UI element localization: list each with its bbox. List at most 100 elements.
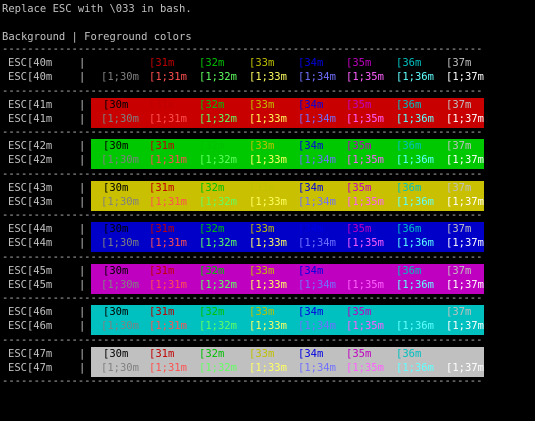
- fg-code-bold: [1;34m: [298, 237, 336, 249]
- fg-code-bold: [1;36m: [396, 278, 434, 291]
- fg-code-normal: [31m: [149, 57, 175, 69]
- row-label: ESC[41m: [8, 98, 53, 111]
- column-separator: |: [79, 223, 86, 235]
- divider-line: ----------------------------------------…: [2, 333, 484, 346]
- fg-code-bold: [1;37m: [446, 112, 484, 125]
- column-separator: |: [79, 347, 86, 360]
- fg-code-normal: [35m: [346, 306, 372, 318]
- fg-code-normal: [30m: [103, 347, 129, 360]
- fg-code-normal: [33m: [249, 140, 275, 152]
- fg-code-normal: [33m: [249, 347, 275, 360]
- fg-code-bold: [1;35m: [346, 237, 384, 249]
- background-swatch: [91, 139, 484, 169]
- fg-code-normal: [34m: [298, 57, 324, 69]
- fg-code-bold: [1;37m: [446, 71, 484, 83]
- background-swatch: [91, 263, 484, 294]
- fg-code-normal: [33m: [249, 181, 275, 194]
- fg-code-bold: [1;33m: [249, 154, 287, 166]
- fg-code-normal: [32m: [199, 140, 225, 152]
- fg-code-normal: [30m: [103, 223, 129, 235]
- fg-code-bold: [1;33m: [249, 195, 287, 208]
- background-swatch: [91, 346, 484, 377]
- fg-code-normal: [31m: [149, 264, 175, 277]
- fg-code-normal: [33m: [249, 264, 275, 277]
- fg-code-normal: [30m: [103, 306, 129, 318]
- divider-line: ----------------------------------------…: [2, 209, 484, 221]
- fg-code-bold: [1;30m: [101, 71, 139, 83]
- row-label: ESC[46m: [8, 306, 53, 318]
- fg-code-normal: [31m: [149, 140, 175, 152]
- fg-code-normal: [33m: [249, 306, 275, 318]
- fg-code-bold: [1;37m: [446, 361, 484, 374]
- fg-code-normal: [32m: [199, 347, 225, 360]
- row-label: ESC[44m: [8, 223, 53, 235]
- fg-code-bold: [1;34m: [298, 278, 336, 291]
- fg-code-normal: [36m: [396, 347, 422, 360]
- fg-code-normal: [30m: [103, 181, 129, 194]
- fg-code-bold: [1;30m: [101, 320, 139, 332]
- fg-code-normal: [35m: [346, 223, 372, 235]
- row-label: ESC[42m: [8, 140, 53, 152]
- fg-code-bold: [1;36m: [396, 154, 434, 166]
- fg-code-bold: [1;35m: [346, 154, 384, 166]
- fg-code-normal: [30m: [103, 140, 129, 152]
- fg-code-bold: [1;34m: [298, 320, 336, 332]
- fg-code-bold: [1;30m: [101, 361, 139, 374]
- fg-code-normal: [34m: [298, 140, 324, 152]
- fg-code-bold: [1;32m: [199, 195, 237, 208]
- row-label: ESC[47m: [8, 347, 53, 360]
- fg-code-bold: [1;37m: [446, 278, 484, 291]
- fg-code-normal: [36m: [396, 181, 422, 194]
- fg-code-normal: [34m: [298, 264, 324, 277]
- background-swatch: [91, 305, 484, 335]
- fg-code-bold: [1;31m: [149, 154, 187, 166]
- divider-line: ----------------------------------------…: [2, 84, 484, 97]
- column-separator: |: [79, 57, 86, 69]
- fg-code-bold: [1;37m: [446, 320, 484, 332]
- fg-code-bold: [1;35m: [346, 195, 384, 208]
- fg-code-bold: [1;35m: [346, 112, 384, 125]
- fg-code-bold: [1;35m: [346, 361, 384, 374]
- column-separator: |: [79, 112, 86, 125]
- row-label: ESC[44m: [8, 237, 53, 249]
- fg-code-bold: [1;30m: [101, 237, 139, 249]
- fg-code-normal: [34m: [298, 306, 324, 318]
- fg-code-normal: [30m: [103, 98, 129, 111]
- fg-code-normal: [37m: [446, 181, 472, 194]
- fg-code-normal: [31m: [149, 181, 175, 194]
- fg-code-bold: [1;32m: [199, 320, 237, 332]
- row-label: ESC[43m: [8, 195, 53, 208]
- column-separator: |: [79, 195, 86, 208]
- divider-line: ----------------------------------------…: [2, 167, 484, 180]
- fg-code-bold: [1;32m: [199, 71, 237, 83]
- background-swatch: [91, 97, 484, 128]
- column-separator: |: [79, 306, 86, 318]
- fg-code-normal: [31m: [149, 347, 175, 360]
- fg-code-normal: [36m: [396, 98, 422, 111]
- fg-code-bold: [1;34m: [298, 71, 336, 83]
- divider-line: ----------------------------------------…: [2, 126, 484, 138]
- fg-code-normal: [32m: [199, 181, 225, 194]
- row-label: ESC[40m: [8, 71, 53, 83]
- row-label: ESC[40m: [8, 57, 53, 69]
- fg-code-normal: [35m: [346, 98, 372, 111]
- fg-code-bold: [1;33m: [249, 320, 287, 332]
- fg-code-bold: [1;33m: [249, 237, 287, 249]
- row-label: ESC[46m: [8, 320, 53, 332]
- fg-code-normal: [37m: [446, 223, 472, 235]
- divider-line: ----------------------------------------…: [2, 292, 484, 304]
- fg-code-normal: [34m: [298, 223, 324, 235]
- column-separator: |: [79, 361, 86, 374]
- fg-code-bold: [1;33m: [249, 71, 287, 83]
- fg-code-normal: [31m: [149, 98, 175, 111]
- fg-code-normal: [36m: [396, 264, 422, 277]
- fg-code-normal: [35m: [346, 57, 372, 69]
- header-line: Background | Foreground colors: [2, 31, 192, 43]
- fg-code-normal: [32m: [199, 264, 225, 277]
- fg-code-normal: [33m: [249, 223, 275, 235]
- fg-code-bold: [1;34m: [298, 154, 336, 166]
- fg-code-normal: [34m: [298, 347, 324, 360]
- fg-code-normal: [37m: [446, 347, 472, 360]
- column-separator: |: [79, 71, 86, 83]
